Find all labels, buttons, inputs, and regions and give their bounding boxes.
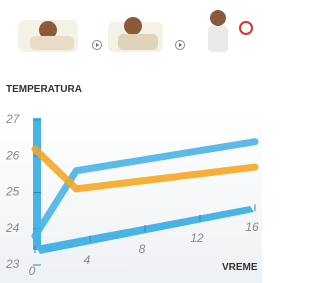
x-tick-label: 0: [29, 264, 36, 278]
x-tick-label: 4: [84, 253, 91, 267]
y-tick-label: 25: [5, 185, 20, 199]
x-tick-label: 16: [245, 220, 259, 234]
x-axis-label: VREME: [222, 262, 258, 273]
x-tick-label: 12: [190, 231, 204, 245]
y-tick-label: 26: [5, 148, 20, 162]
y-tick-label: 27: [5, 112, 21, 126]
x-tick-label: 8: [139, 242, 146, 256]
chart: TEMPERATURA VREME 23 24 25 26 27 0 4 8 12 16: [0, 0, 262, 283]
y-tick-label: 23: [5, 257, 20, 271]
illustration: [18, 10, 252, 52]
y-tick-label: 24: [5, 221, 20, 235]
chart-title: TEMPERATURA: [6, 84, 82, 95]
